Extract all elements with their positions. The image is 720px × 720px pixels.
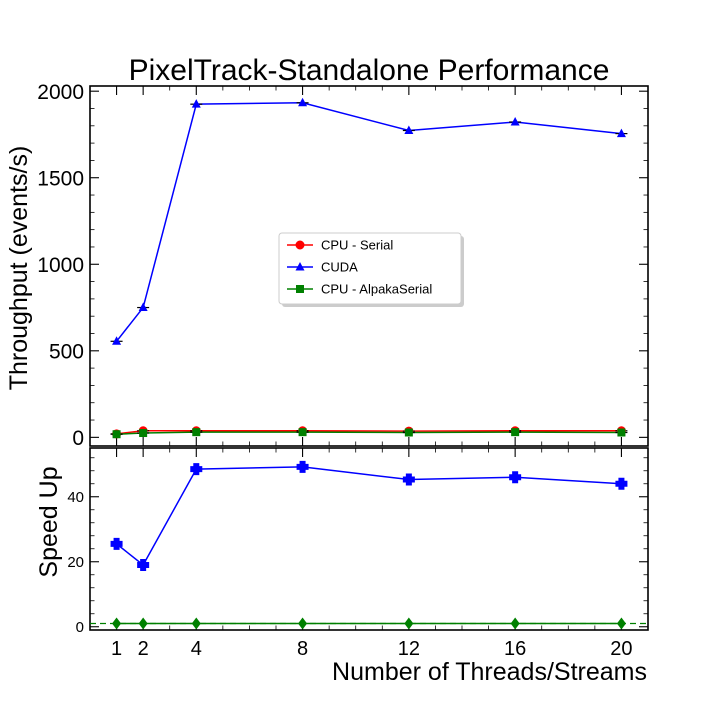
bottom-data-point [110, 537, 123, 550]
legend-marker [295, 240, 305, 250]
bottom-data-point [404, 617, 414, 630]
top-axes-frame [89, 85, 649, 447]
bottom-series-line-0 [116, 466, 622, 567]
legend-label: CPU - AlpakaSerial [321, 282, 432, 297]
bottom-y-tick-label: 0 [76, 619, 84, 636]
bottom-data-point [402, 473, 415, 486]
top-data-point [510, 117, 520, 126]
bottom-data-point [298, 617, 308, 630]
bottom-data-point [138, 617, 148, 630]
top-data-point [112, 336, 122, 345]
legend-label: CUDA [321, 260, 358, 275]
top-y-tick-label: 2000 [37, 81, 84, 104]
x-tick-label: 1 [111, 638, 122, 660]
bottom-panel: 0 20 40 1 2 4 8 12 16 20 [67, 447, 649, 660]
top-data-point [192, 428, 201, 437]
top-data-point [139, 429, 148, 438]
x-tick-label: 8 [297, 638, 308, 660]
top-panel: 0 500 1000 1500 2000 [37, 81, 649, 450]
legend-box [278, 232, 462, 305]
top-data-point [191, 99, 201, 108]
legend: CPU - Serial CUDA CPU - AlpakaSerial [278, 232, 464, 307]
top-data-point [138, 302, 148, 312]
top-y-axis-label: Throughput (events/s) [5, 146, 33, 391]
x-tick-label: 2 [138, 638, 149, 660]
top-data-point [404, 428, 413, 437]
x-tick-label: 20 [610, 638, 632, 660]
bottom-axes-frame [89, 447, 649, 631]
bottom-data-point [137, 559, 150, 571]
top-y-tick-label: 1500 [37, 167, 84, 190]
legend-marker [295, 262, 305, 271]
bottom-data-point [509, 471, 522, 484]
top-y-tick-label: 500 [49, 340, 84, 363]
bottom-y-tick-label: 40 [67, 489, 84, 506]
x-tick-label: 16 [504, 638, 526, 660]
top-data-point [298, 97, 308, 107]
x-tick-label: 12 [398, 638, 420, 660]
top-data-point [298, 428, 307, 437]
bottom-data-point [616, 617, 626, 630]
x-tick-label: 4 [191, 638, 202, 660]
top-data-point [617, 428, 626, 437]
top-y-tick-label: 1000 [37, 254, 84, 277]
legend-label: CPU - Serial [321, 238, 393, 253]
bottom-data-point [112, 617, 122, 630]
bottom-data-point [296, 460, 309, 473]
top-data-point [112, 430, 121, 439]
x-axis-label: Number of Threads/Streams [332, 658, 647, 686]
top-data-point [404, 125, 414, 134]
bottom-data-point [190, 463, 203, 476]
bottom-data-point [615, 477, 628, 490]
chart-title: PixelTrack-Standalone Performance [129, 54, 610, 87]
bottom-y-axis-label: Speed Up [35, 466, 63, 577]
top-data-point [511, 428, 520, 437]
top-data-point [616, 128, 626, 138]
top-y-tick-label: 0 [72, 427, 84, 450]
legend-marker [296, 285, 304, 293]
bottom-data-point [191, 617, 201, 630]
bottom-y-tick-label: 20 [67, 554, 84, 571]
bottom-data-point [510, 617, 520, 630]
